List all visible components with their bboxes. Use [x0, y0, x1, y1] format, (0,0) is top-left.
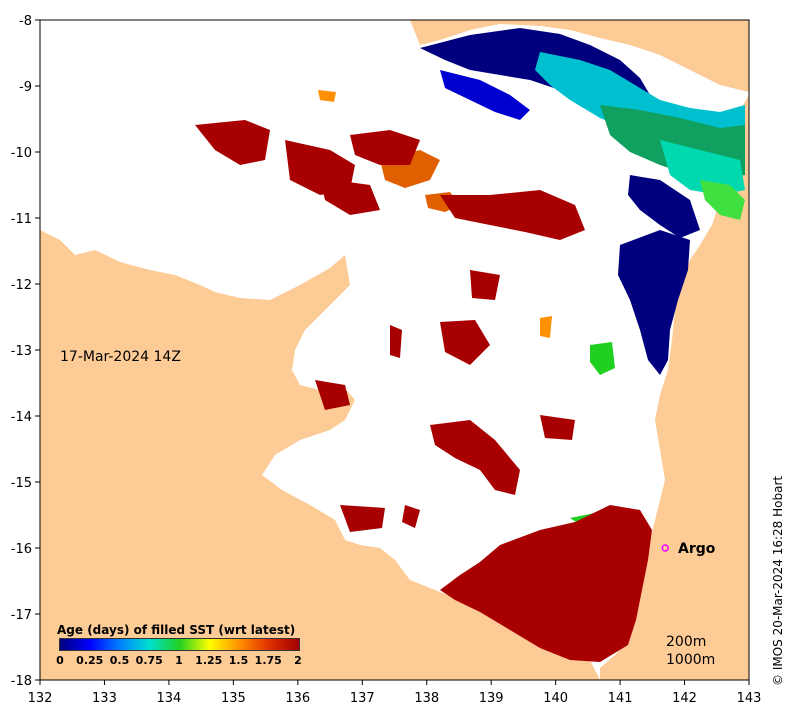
patch-red-6: [470, 270, 500, 300]
x-tick-label: 138: [414, 691, 439, 706]
patch-red-9: [430, 420, 520, 495]
y-axis: -8 -9 -10 -11 -12 -13 -14 -15 -16 -17 -18: [11, 14, 40, 689]
y-tick-label: -17: [11, 608, 32, 623]
argo-label: Argo: [678, 541, 716, 557]
patch-red-gulf-se: [440, 505, 652, 662]
land-areas: [40, 20, 749, 680]
patch-red-5: [440, 190, 585, 240]
x-tick-label: 137: [350, 691, 375, 706]
legend-tick-label: 0.75: [135, 654, 163, 667]
legend-tick-label: 0.25: [76, 654, 104, 667]
patch-red-7: [440, 320, 490, 365]
patch-red-11: [340, 505, 385, 532]
patch-teal-east: [660, 140, 745, 195]
patch-red-4: [320, 178, 380, 215]
land-cape-york: [600, 95, 749, 680]
patch-red-8: [390, 325, 402, 358]
y-tick-label: -11: [11, 212, 32, 227]
y-tick-label: -9: [19, 80, 32, 95]
legend-tick-label: 1.75: [254, 654, 282, 667]
legend-tick-label: 0.5: [109, 654, 130, 667]
legend-colorbar: [59, 638, 300, 651]
patch-red-13: [315, 380, 350, 410]
x-tick-label: 136: [285, 691, 310, 706]
patch-red-12: [402, 505, 420, 528]
y-tick-label: -8: [19, 14, 32, 29]
land-png: [410, 20, 749, 92]
patch-green-mid: [590, 342, 615, 375]
legend-tick-label: 2: [294, 654, 302, 667]
sst-age-patches: [195, 28, 745, 662]
x-axis: 132 133 134 135 136 137 138 139 140 141 142 143: [28, 680, 762, 706]
legend-tick-label: 0: [56, 654, 64, 667]
y-tick-label: -13: [11, 344, 32, 359]
patch-dark-blue-capeyork: [618, 230, 690, 375]
date-label: 17-Mar-2024 14Z: [60, 349, 181, 365]
x-tick-label: 134: [156, 691, 181, 706]
y-tick-label: -12: [11, 278, 32, 293]
legend-tick-label: 1.5: [228, 654, 249, 667]
x-tick-label: 135: [221, 691, 246, 706]
legend-title: Age (days) of filled SST (wrt latest): [57, 623, 296, 637]
depth-label-1000: 1000m: [666, 652, 716, 668]
patch-dark-blue-capeyork2: [628, 175, 700, 238]
patch-red-3: [350, 130, 420, 165]
patch-orange-3: [540, 316, 552, 338]
patch-orange-4: [318, 90, 336, 102]
land-arnhem: [40, 230, 600, 680]
x-tick-label: 143: [737, 691, 762, 706]
y-tick-label: -18: [11, 674, 32, 689]
x-tick-label: 141: [608, 691, 633, 706]
x-tick-label: 133: [92, 691, 117, 706]
y-tick-label: -14: [11, 410, 32, 425]
legend-tick-label: 1: [175, 654, 183, 667]
patch-red-10: [540, 415, 575, 440]
x-tick-label: 139: [479, 691, 504, 706]
depth-label-200: 200m: [666, 634, 707, 650]
argo-marker[interactable]: [661, 544, 669, 552]
y-tick-label: -16: [11, 542, 32, 557]
patch-green-east: [700, 180, 745, 220]
x-tick-label: 142: [672, 691, 697, 706]
x-tick-label: 140: [543, 691, 568, 706]
x-tick-label: 132: [28, 691, 53, 706]
patch-red-1: [195, 120, 270, 165]
y-tick-label: -10: [11, 146, 32, 161]
legend-tick-label: 1.25: [195, 654, 223, 667]
credit-text: © IMOS 20-Mar-2024 16:28 Hobart: [771, 475, 785, 686]
y-tick-label: -15: [11, 476, 32, 491]
patch-blue-mid: [440, 70, 530, 120]
